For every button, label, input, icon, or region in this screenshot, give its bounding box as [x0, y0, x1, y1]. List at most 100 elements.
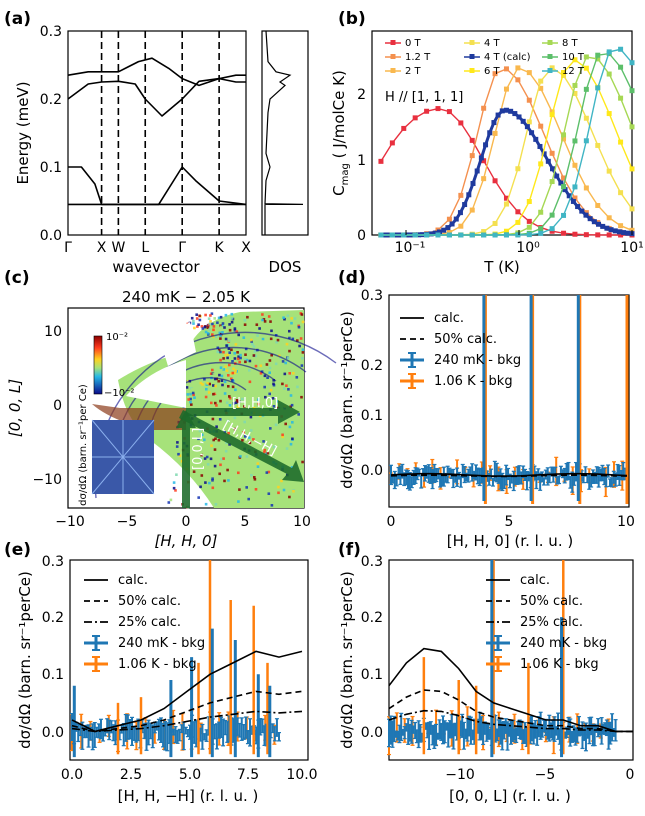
e-xtick-1: 2.5	[120, 767, 142, 783]
marker-12-T	[583, 138, 589, 144]
calc-50-line	[388, 689, 633, 733]
marker-0-T	[458, 120, 464, 126]
map-pixel	[216, 350, 220, 353]
marker-2-T	[458, 223, 464, 229]
map-pixel	[239, 353, 242, 357]
marker-4-T-calc-	[583, 212, 589, 218]
legend-label: 4 T (calc)	[484, 52, 531, 63]
map-pixel	[243, 323, 247, 326]
map-pixel	[204, 481, 207, 484]
map-pixel	[230, 351, 234, 355]
marker-8-T	[606, 71, 612, 77]
map-pixel	[205, 387, 208, 391]
marker-1-2-T	[492, 71, 498, 77]
colorbar-gradient	[93, 335, 103, 395]
map-pixel	[221, 322, 225, 325]
marker-4-T	[515, 166, 521, 172]
marker-4-T	[572, 90, 578, 96]
a-xlabel: wavevector	[112, 258, 200, 276]
legend-label: 50% calc.	[118, 594, 181, 609]
map-pixel	[219, 399, 222, 403]
marker-4-T-calc-	[549, 166, 555, 172]
map-pixel	[203, 457, 207, 460]
marker-12-T	[378, 232, 384, 238]
c-ytick-2: 10	[44, 324, 62, 340]
map-pixel	[227, 385, 230, 388]
map-pixel	[235, 330, 239, 333]
marker-4-T	[549, 65, 555, 71]
map-pixel	[177, 452, 180, 456]
cbar-top: 10⁻²	[106, 332, 128, 343]
map-pixel	[230, 348, 233, 352]
map-pixel	[192, 393, 195, 397]
map-pixel	[233, 371, 237, 375]
map-pixel	[230, 317, 234, 320]
marker-12-T	[629, 60, 635, 66]
map-pixel	[301, 460, 304, 464]
map-pixel	[211, 322, 214, 326]
panel-f-frame	[388, 559, 634, 761]
map-pixel	[200, 474, 204, 477]
map-pixel	[283, 372, 287, 376]
map-pixel	[248, 359, 252, 363]
marker-0-T	[595, 232, 601, 238]
map-pixel	[214, 401, 217, 405]
legend-label: 0 T	[405, 38, 422, 49]
map-pixel	[259, 364, 263, 368]
map-pixel	[219, 325, 223, 329]
map-pixel	[222, 357, 225, 360]
map-pixel	[261, 318, 264, 322]
legend-marker	[547, 68, 553, 73]
map-pixel	[237, 500, 240, 503]
a-xtick-label: W	[111, 240, 125, 256]
map-pixel	[213, 377, 217, 381]
map-pixel	[212, 328, 215, 332]
map-pixel	[248, 380, 252, 384]
marker-2-T	[481, 176, 487, 182]
marker-4-T-calc-	[520, 118, 526, 124]
map-pixel	[200, 433, 204, 437]
d-ylabel: dσ/dΩ (barn. sr⁻¹perCe)	[338, 311, 356, 489]
marker-4-T-calc-	[470, 180, 476, 186]
map-pixel	[232, 367, 235, 370]
map-pixel	[237, 333, 240, 337]
map-pixel	[231, 371, 235, 375]
map-pixel	[297, 352, 300, 355]
marker-12-T	[595, 85, 601, 91]
c-xtick-1: −5	[117, 514, 138, 530]
map-pixel	[246, 468, 250, 471]
legend-label: 12 T	[562, 66, 585, 77]
map-pixel	[281, 433, 284, 437]
map-pixel	[291, 437, 294, 441]
marker-12-T	[503, 232, 509, 238]
map-pixel	[224, 313, 228, 317]
map-pixel	[233, 329, 237, 332]
map-pixel	[254, 364, 258, 368]
map-pixel	[211, 486, 215, 490]
map-pixel	[285, 447, 289, 450]
map-pixel	[281, 435, 284, 439]
d-xtick-1: 5	[505, 514, 514, 530]
panel-a-label: (a)	[4, 9, 31, 29]
map-pixel	[232, 402, 236, 405]
map-pixel	[243, 405, 246, 408]
map-pixel	[288, 329, 291, 333]
map-pixel	[223, 380, 227, 384]
map-pixel	[204, 330, 208, 334]
marker-4-T	[629, 206, 635, 212]
marker-1-2-T	[526, 97, 532, 103]
c-title: 240 mK − 2.05 K	[122, 288, 251, 306]
marker-10-T	[629, 88, 635, 94]
map-pixel	[205, 455, 209, 459]
map-pixel	[215, 425, 218, 428]
panel-b-legend: 0 T 1.2 T 2 T 4 T 4 T (calc) 6 T 8 T 10 T 12 T	[385, 38, 585, 77]
map-pixel	[267, 470, 271, 474]
b-xtick-2: 10¹	[620, 240, 643, 256]
marker-2-T	[503, 86, 509, 92]
map-pixel	[205, 383, 209, 386]
map-pixel	[239, 356, 242, 360]
map-pixel	[212, 438, 215, 442]
a-xtick-label: Γ	[178, 240, 186, 256]
map-pixel	[185, 386, 189, 389]
marker-4-T-calc-	[441, 227, 447, 233]
